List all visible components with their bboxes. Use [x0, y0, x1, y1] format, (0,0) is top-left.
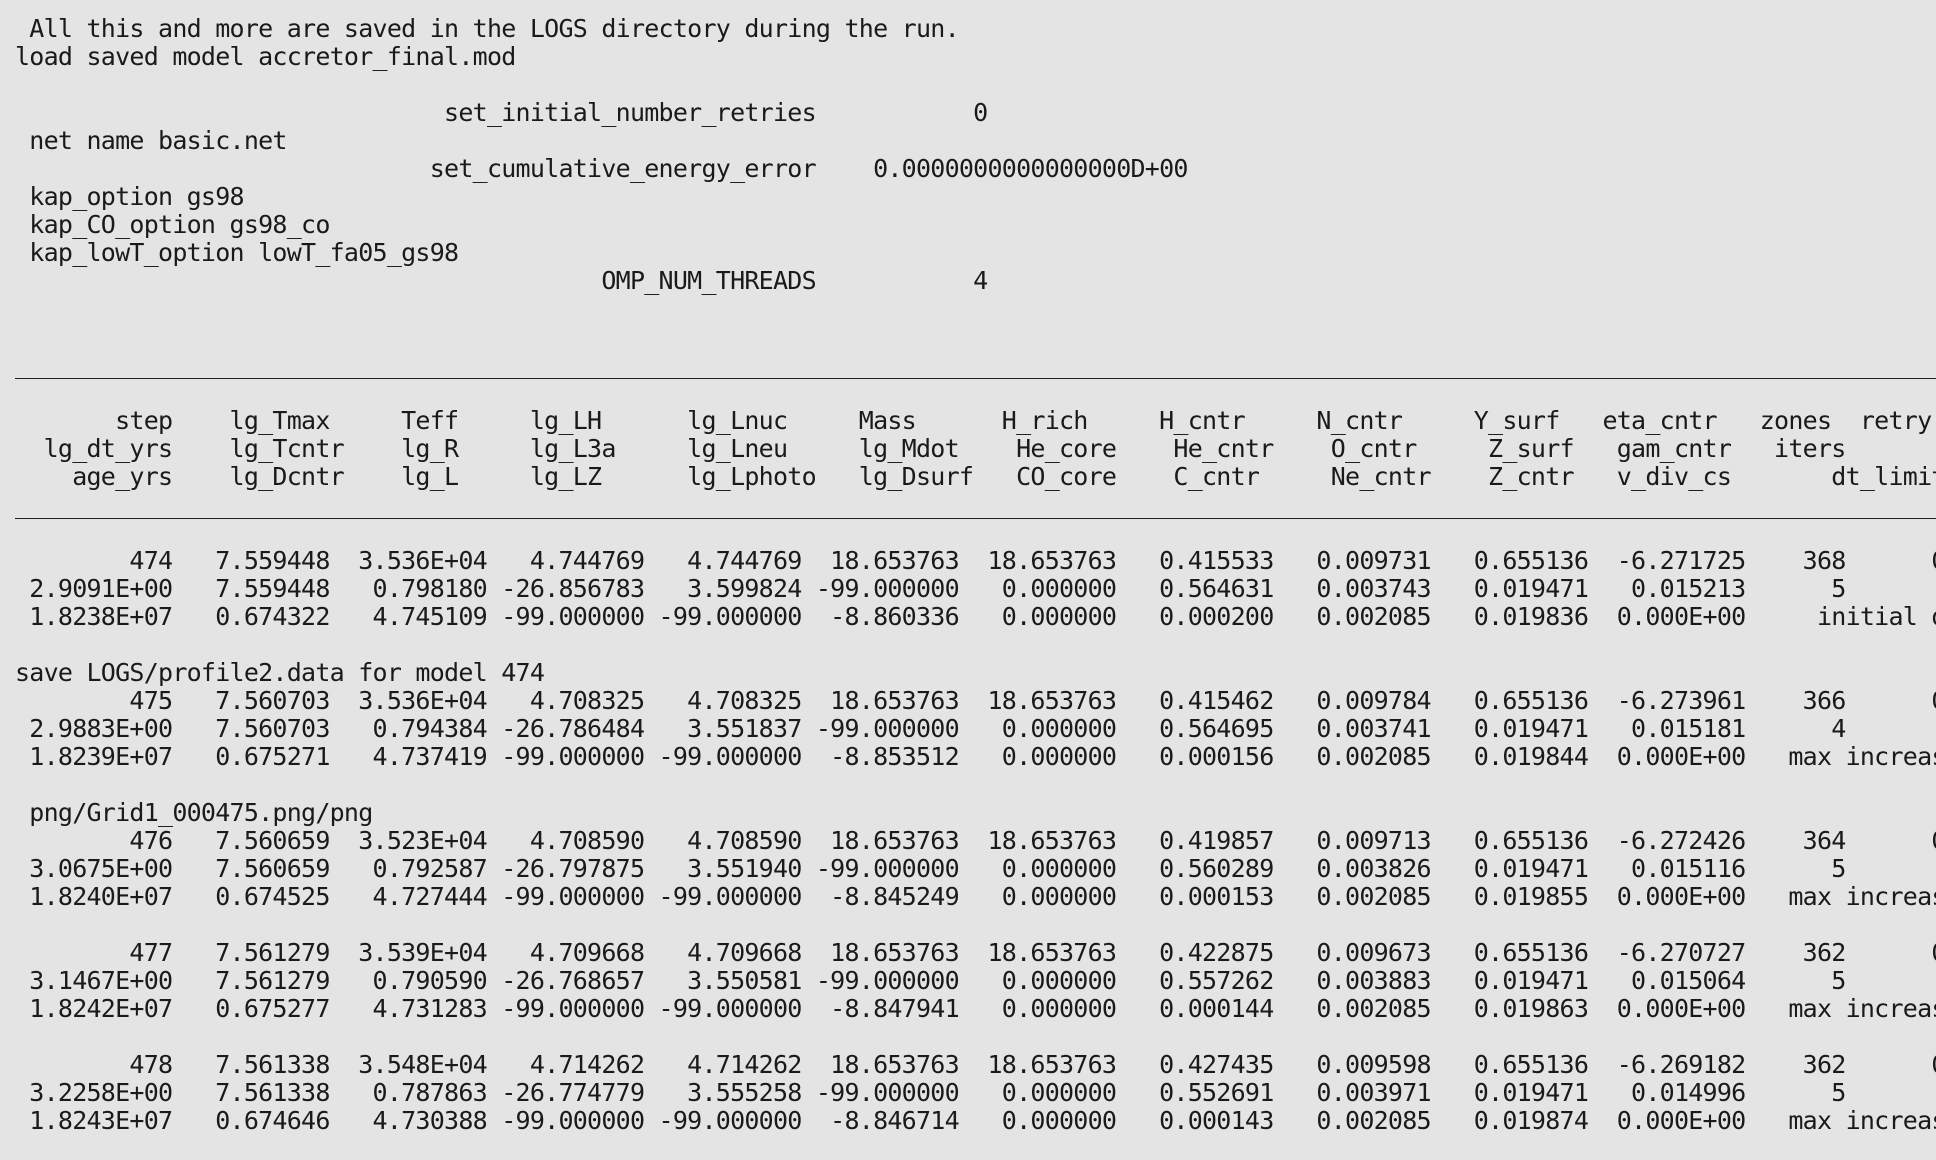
terminal-line: OMP_NUM_THREADS 4: [15, 266, 988, 295]
terminal-line: [15, 519, 1936, 547]
terminal-line: 1.8242E+07 0.675277 4.731283 -99.000000 …: [15, 994, 1936, 1023]
terminal-line: ________________________________________…: [15, 490, 1936, 519]
terminal-line: [15, 631, 1936, 659]
terminal-line: ________________________________________…: [15, 350, 1936, 379]
terminal-line: 477 7.561279 3.539E+04 4.709668 4.709668…: [15, 938, 1936, 967]
terminal-line: lg_dt_yrs lg_Tcntr lg_R lg_L3a lg_Lneu l…: [15, 434, 1847, 463]
terminal-line: [15, 295, 1936, 323]
terminal-line: 1.8240E+07 0.674525 4.727444 -99.000000 …: [15, 882, 1936, 911]
terminal-output[interactable]: All this and more are saved in the LOGS …: [15, 15, 1936, 1135]
terminal-line: [15, 71, 1936, 99]
terminal-line: step lg_Tmax Teff lg_LH lg_Lnuc Mass H_r…: [15, 406, 1932, 435]
terminal-line: [15, 911, 1936, 939]
terminal-line: [15, 771, 1936, 799]
terminal-line: kap_CO_option gs98_co: [15, 210, 330, 239]
terminal-line: set_cumulative_energy_error 0.0000000000…: [15, 154, 1189, 183]
terminal-line: 2.9091E+00 7.559448 0.798180 -26.856783 …: [15, 574, 1846, 603]
terminal-line: load saved model accretor_final.mod: [15, 42, 516, 71]
terminal-line: All this and more are saved in the LOGS …: [15, 14, 959, 43]
terminal-line: 1.8243E+07 0.674646 4.730388 -99.000000 …: [15, 1106, 1936, 1135]
terminal-line: 1.8239E+07 0.675271 4.737419 -99.000000 …: [15, 742, 1936, 771]
terminal-line: 3.0675E+00 7.560659 0.792587 -26.797875 …: [15, 854, 1846, 883]
terminal-line: 2.9883E+00 7.560703 0.794384 -26.786484 …: [15, 714, 1846, 743]
terminal-line: [15, 323, 1936, 351]
terminal-line: save LOGS/profile2.data for model 474: [15, 658, 545, 687]
terminal-line: 478 7.561338 3.548E+04 4.714262 4.714262…: [15, 1050, 1936, 1079]
terminal-line: kap_lowT_option lowT_fa05_gs98: [15, 238, 459, 267]
terminal-line: age_yrs lg_Dcntr lg_L lg_LZ lg_Lphoto lg…: [15, 462, 1936, 491]
terminal-line: [15, 1023, 1936, 1051]
terminal-line: 475 7.560703 3.536E+04 4.708325 4.708325…: [15, 686, 1936, 715]
terminal-line: 476 7.560659 3.523E+04 4.708590 4.708590…: [15, 826, 1936, 855]
terminal-line: 3.1467E+00 7.561279 0.790590 -26.768657 …: [15, 966, 1846, 995]
terminal-line: net name basic.net: [15, 126, 287, 155]
terminal-line: kap_option gs98: [15, 182, 244, 211]
terminal-line: [15, 379, 1936, 407]
terminal-line: set_initial_number_retries 0: [15, 98, 988, 127]
terminal-line: 1.8238E+07 0.674322 4.745109 -99.000000 …: [15, 602, 1936, 631]
terminal-line: 474 7.559448 3.536E+04 4.744769 4.744769…: [15, 546, 1936, 575]
terminal-line: 3.2258E+00 7.561338 0.787863 -26.774779 …: [15, 1078, 1846, 1107]
terminal-line: png/Grid1_000475.png/png: [15, 798, 373, 827]
